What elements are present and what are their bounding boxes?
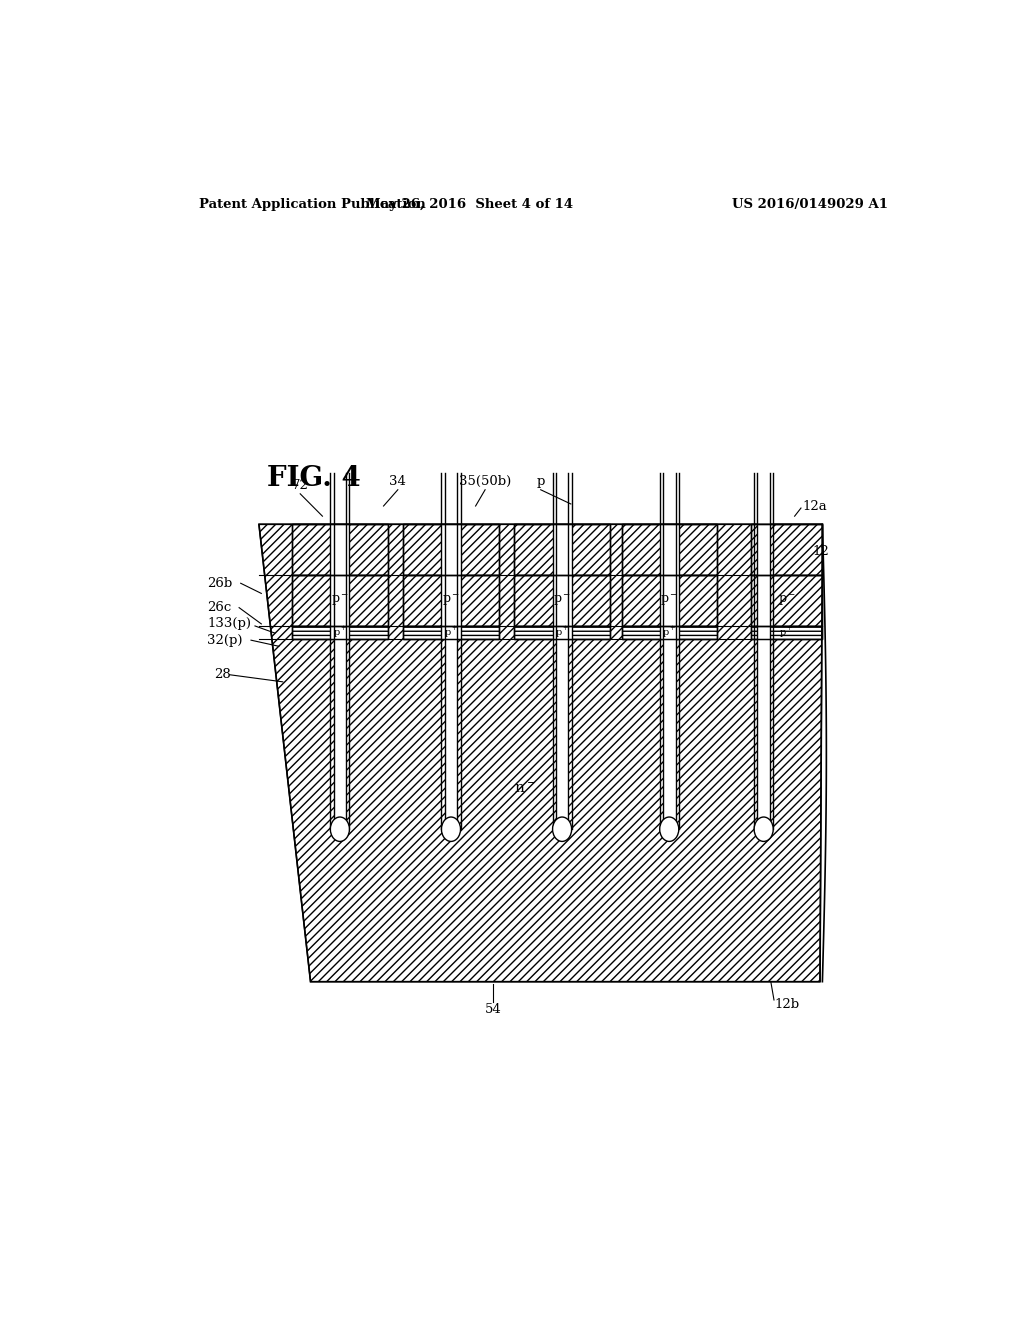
Text: 34: 34 (389, 475, 407, 487)
Text: p$^+$: p$^+$ (333, 624, 347, 640)
Bar (514, 576, 609, 626)
Bar (403, 524, 499, 576)
Text: p$^-$: p$^-$ (777, 593, 796, 609)
Text: US 2016/0149029 A1: US 2016/0149029 A1 (732, 198, 889, 211)
Bar (292, 524, 387, 576)
Circle shape (553, 817, 571, 841)
Bar (403, 576, 499, 626)
Text: p$^-$: p$^-$ (553, 593, 571, 609)
Bar (622, 576, 717, 626)
Text: p: p (537, 475, 545, 487)
Circle shape (441, 817, 461, 841)
Text: p$^+$: p$^+$ (443, 624, 459, 640)
Bar (751, 524, 822, 576)
Bar (676, 524, 679, 639)
Text: p$^+$: p$^+$ (662, 624, 677, 640)
Text: 72: 72 (292, 479, 308, 492)
Bar (568, 524, 571, 639)
Bar (514, 626, 609, 639)
Text: 12: 12 (812, 545, 828, 558)
Bar (292, 626, 387, 639)
Bar (751, 626, 822, 639)
Bar (403, 524, 499, 576)
Bar (331, 524, 334, 639)
Bar (622, 524, 717, 576)
Circle shape (331, 817, 349, 841)
Bar (514, 524, 609, 576)
Bar (403, 576, 499, 626)
Bar (403, 626, 499, 639)
Bar (622, 524, 717, 576)
Bar (663, 524, 676, 829)
Bar (514, 524, 609, 639)
Bar (622, 626, 717, 639)
Bar (292, 524, 387, 639)
Polygon shape (259, 524, 822, 982)
Text: p$^+$: p$^+$ (555, 624, 569, 640)
Text: FIG. 4: FIG. 4 (267, 465, 360, 492)
Bar (514, 524, 609, 576)
Text: p$^-$: p$^-$ (660, 593, 678, 609)
Text: p$^-$: p$^-$ (442, 593, 460, 609)
Bar (751, 576, 822, 626)
Bar (751, 524, 822, 639)
Text: 32(p): 32(p) (207, 634, 243, 647)
Text: 28: 28 (214, 668, 230, 681)
Bar (622, 626, 717, 639)
Bar (553, 524, 556, 639)
Text: May 26, 2016  Sheet 4 of 14: May 26, 2016 Sheet 4 of 14 (366, 198, 572, 211)
Text: 54: 54 (484, 1003, 502, 1015)
Bar (292, 576, 387, 626)
Text: p$^-$: p$^-$ (331, 593, 349, 609)
Text: 12a: 12a (803, 499, 827, 512)
Bar (556, 524, 568, 829)
Bar (751, 576, 822, 626)
Text: Patent Application Publication: Patent Application Publication (200, 198, 426, 211)
Bar (514, 626, 609, 639)
Bar (403, 626, 499, 639)
Text: n$^-$: n$^-$ (514, 781, 536, 796)
Text: 35(50b): 35(50b) (459, 475, 511, 487)
Bar (292, 524, 387, 576)
Bar (292, 626, 387, 639)
Text: 26b: 26b (207, 577, 232, 590)
Bar (514, 576, 609, 626)
Bar (751, 626, 822, 639)
Circle shape (754, 817, 773, 841)
Bar (458, 524, 461, 639)
Bar (622, 524, 717, 639)
Bar (441, 524, 444, 639)
Bar (334, 524, 346, 829)
Bar (292, 576, 387, 626)
Text: 26c: 26c (207, 601, 231, 614)
Bar (758, 515, 770, 829)
Circle shape (659, 817, 679, 841)
Text: 133(p): 133(p) (207, 618, 251, 631)
Bar (659, 524, 663, 639)
Text: 12b: 12b (775, 998, 800, 1011)
Text: p$^+$: p$^+$ (779, 624, 794, 640)
Bar (751, 524, 822, 576)
Bar (444, 524, 458, 829)
Bar (622, 576, 717, 626)
Bar (346, 524, 349, 639)
Bar (403, 524, 499, 639)
